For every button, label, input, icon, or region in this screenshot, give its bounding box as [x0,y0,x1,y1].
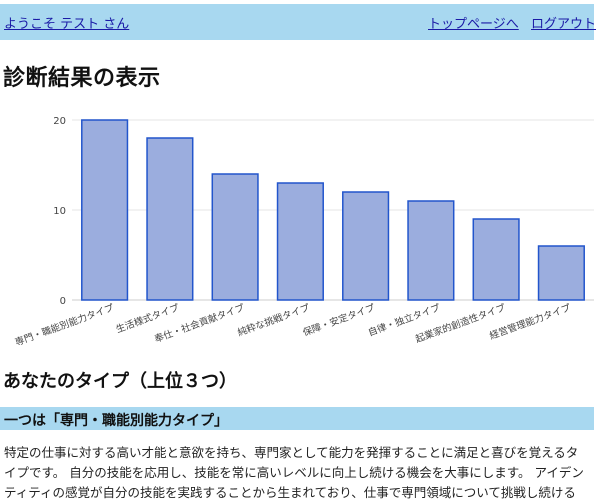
y-tick-label: 20 [53,116,66,127]
x-tick-label: 保障・安定タイプ [301,301,377,338]
type-banner: 一つは「専門・職能別能力タイプ」 [0,407,594,430]
type-banner-label: 一つは「専門・職能別能力タイプ」 [4,410,228,430]
page-title: 診断結果の表示 [3,60,161,92]
bar [473,219,519,300]
bar [408,201,454,300]
bar [278,183,324,300]
x-tick-label: 専門・職能別能力タイプ [13,301,116,348]
bar [82,120,128,300]
x-tick-label: 純粋な挑戦タイプ [236,301,312,338]
welcome-link[interactable]: ようこそ テスト さん [4,13,129,32]
bar [147,138,193,300]
diagnosis-bar-chart: 01020専門・職能別能力タイプ生活様式タイプ奉仕・社会貢献タイプ純粋な挑戦タイ… [0,108,600,358]
section-title: あなたのタイプ（上位３つ） [3,367,237,393]
bar [212,174,258,300]
y-tick-label: 0 [60,296,66,307]
type-description: 特定の仕事に対する高い才能と意欲を持ち、専門家として能力を発揮することに満足と喜… [4,443,590,503]
bar [539,246,585,300]
bar [343,192,389,300]
top-page-link[interactable]: トップページへ [428,13,519,32]
logout-link[interactable]: ログアウト [531,13,596,32]
header-bar: ようこそ テスト さん トップページへ ログアウト [0,4,594,40]
y-tick-label: 10 [53,206,66,217]
